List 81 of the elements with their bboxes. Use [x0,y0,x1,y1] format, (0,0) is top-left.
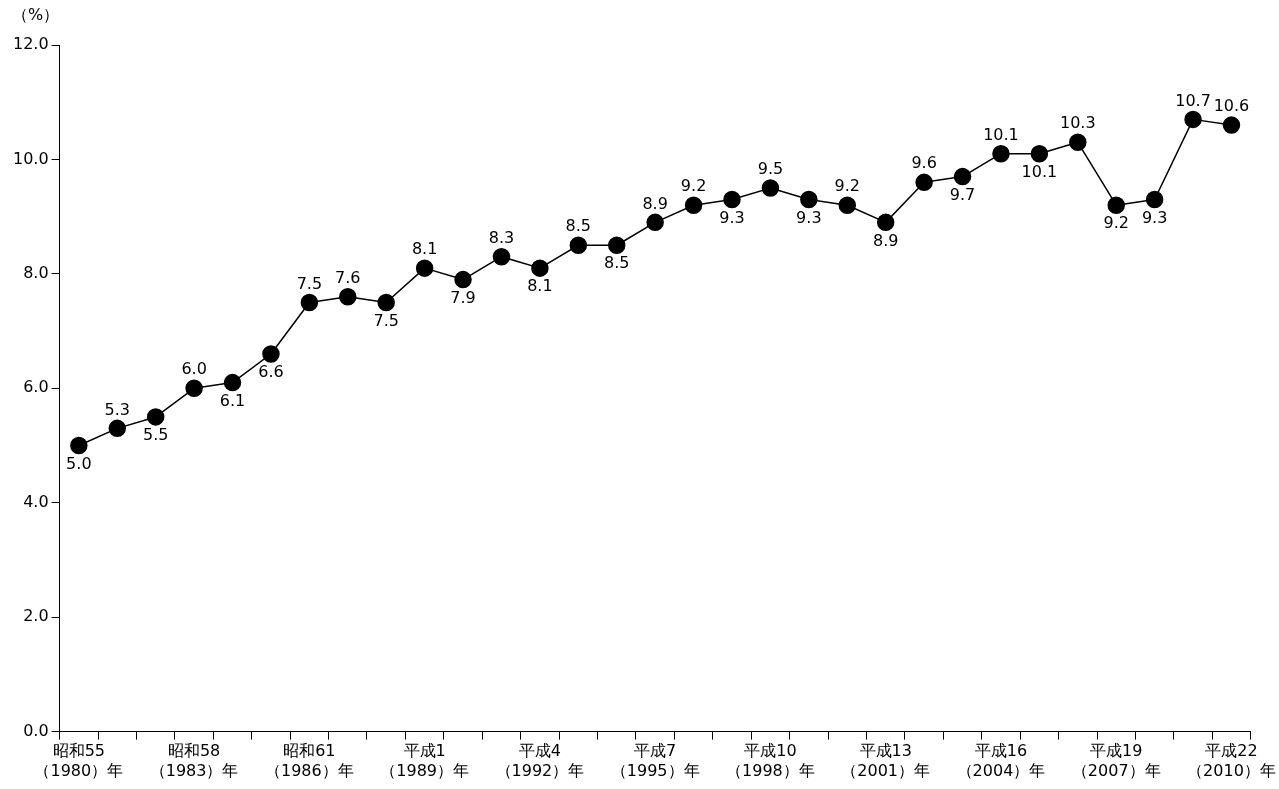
point [262,345,280,363]
point [108,419,127,438]
data-label: 9.6 [911,153,937,173]
point [1222,116,1241,134]
point [454,270,472,289]
x-tick-label: 平成16 （2004）年 [956,741,1046,780]
point [1107,196,1125,214]
point [915,173,933,192]
point [684,196,703,214]
y-tick-label: 12.0 [13,34,49,54]
data-label: 8.3 [488,227,515,247]
y-tick-label: 0.0 [23,720,49,740]
point [800,190,818,209]
x-tick-label: 昭和58 （1983）年 [149,741,239,780]
data-label: 7.9 [450,287,476,307]
point [492,247,511,266]
y-tick-label: 4.0 [23,491,49,511]
data-label: 5.5 [142,425,169,445]
data-label: 8.9 [642,193,668,213]
point [1184,110,1202,129]
point [1030,144,1049,163]
data-label: 9.5 [757,159,784,179]
data-label: 9.2 [1103,213,1129,233]
data-label: 5.3 [104,399,130,419]
point [569,236,588,255]
y-tick-label: 6.0 [23,377,49,397]
data-label: 5.0 [66,453,92,473]
point [607,236,626,255]
point [876,213,895,232]
y-tick-label: 8.0 [23,263,49,283]
point [223,373,242,392]
x-tick-label: 平成1 （1989）年 [380,741,469,780]
point [531,259,549,277]
data-label: 7.5 [296,273,323,293]
data-label: 6.6 [258,362,284,382]
point [146,408,165,426]
y-tick-label: 10.0 [13,148,49,168]
point [953,167,972,186]
y-axis-title: （%） [12,5,60,25]
point [1069,133,1087,152]
x-tick-label: 平成4 （1992）年 [495,741,585,780]
point [70,436,88,455]
x-tick-label: 平成19 （2007）年 [1071,741,1161,780]
data-label: 8.1 [411,239,438,259]
data-label: 9.3 [796,207,822,227]
data-label: 6.1 [219,390,246,410]
data-label: 10.6 [1213,96,1250,116]
data-label: 10.1 [1021,161,1058,181]
point [723,190,741,209]
x-tick-label: 平成22 （2010）年 [1187,741,1276,780]
data-label: 9.2 [680,176,707,196]
x-tick-label: 平成7 （1995）年 [610,741,700,780]
data-label: 8.9 [872,230,899,250]
data-label: 10.7 [1175,90,1211,110]
x-tick-label: 平成13 （2001）年 [841,741,931,780]
data-label: 8.1 [527,276,553,296]
data-label: 7.5 [373,310,399,330]
y-tick-label: 2.0 [23,606,49,626]
data-label: 10.3 [1059,113,1096,133]
x-tick-label: 昭和55 （1980）年 [34,741,124,780]
data-label: 7.6 [335,267,361,287]
point [300,293,319,312]
point [646,213,664,232]
point [838,196,857,214]
point [377,293,395,312]
data-label: 9.3 [719,207,745,227]
data-label: 10.1 [983,124,1019,144]
data-label: 8.5 [604,253,630,273]
point [339,288,357,306]
point [761,179,780,197]
x-tick-label: 平成10 （1998）年 [726,741,815,780]
point [415,259,434,277]
point [185,379,203,398]
data-label: 6.0 [181,359,207,379]
data-label: 8.5 [565,216,592,236]
point [992,144,1010,163]
point [1145,190,1164,209]
data-label: 9.2 [834,176,860,196]
x-tick-label: 昭和61 （1986）年 [265,741,354,780]
data-label: 9.3 [1141,207,1168,227]
data-label: 9.7 [949,184,976,204]
